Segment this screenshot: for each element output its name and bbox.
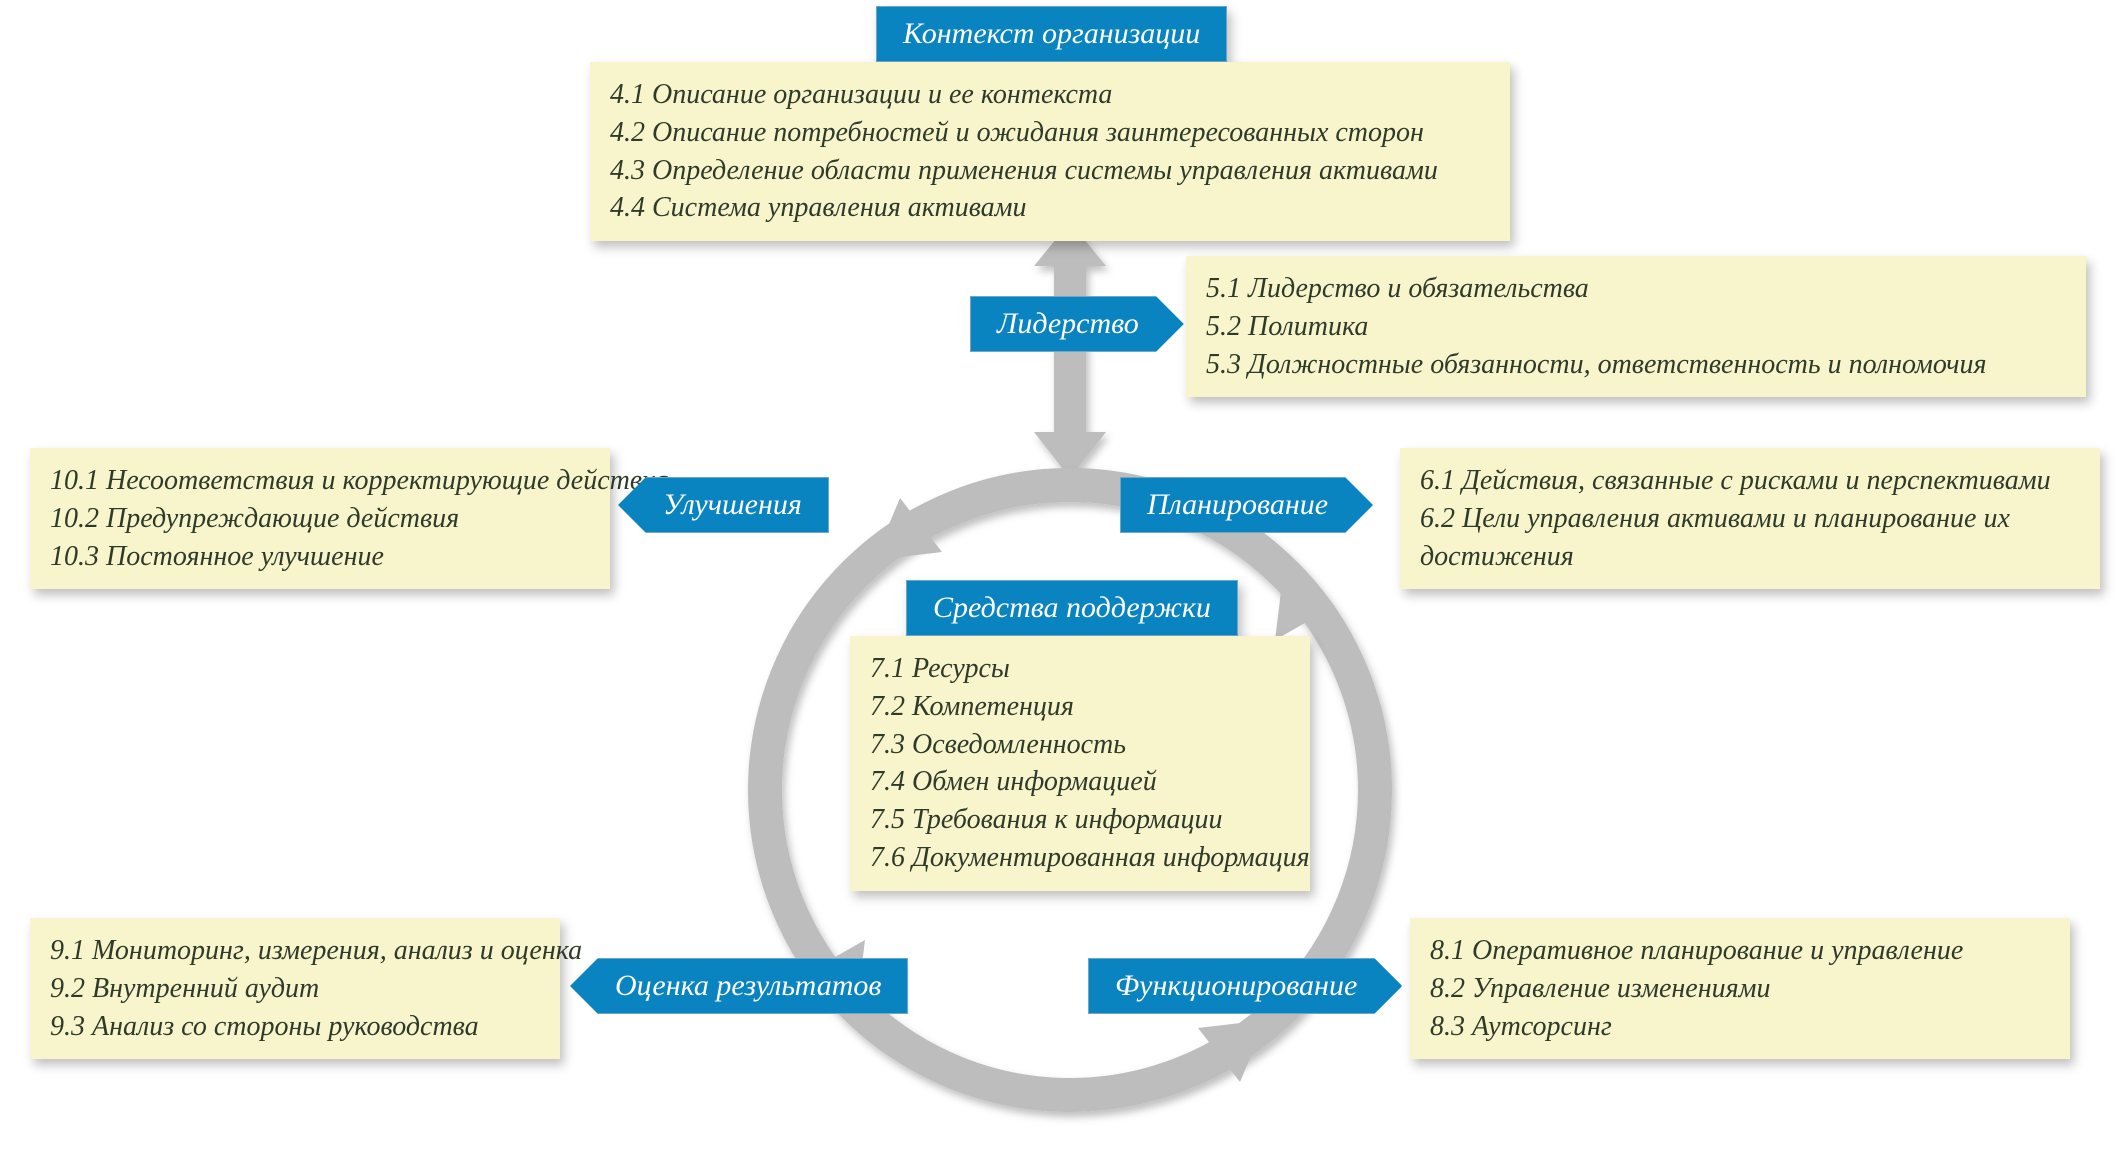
list-item: 7.5 Требования к информации bbox=[870, 801, 1290, 839]
list-item: 4.2 Описание потребностей и ожидания заи… bbox=[610, 114, 1490, 152]
tab-label: Лидерство bbox=[997, 307, 1139, 341]
tab-label: Оценка результатов bbox=[615, 969, 881, 1003]
list-item: 6.2 Цели управления активами и планирова… bbox=[1420, 500, 2080, 576]
list-item: 10.2 Предупреждающие действия bbox=[50, 500, 590, 538]
list-item: 4.3 Определение области применения систе… bbox=[610, 152, 1490, 190]
box-support: 7.1 Ресурсы 7.2 Компетенция 7.3 Осведомл… bbox=[850, 636, 1310, 891]
tab-evaluation: Оценка результатов bbox=[570, 958, 908, 1014]
box-planning: 6.1 Действия, связанные с рисками и перс… bbox=[1400, 448, 2100, 589]
tab-operation: Функционирование bbox=[1088, 958, 1402, 1014]
list-item: 7.4 Обмен информацией bbox=[870, 763, 1290, 801]
list-item: 8.3 Аутсорсинг bbox=[1430, 1008, 2050, 1046]
box-operation: 8.1 Оперативное планирование и управлени… bbox=[1410, 918, 2070, 1059]
list-item: 7.1 Ресурсы bbox=[870, 650, 1290, 688]
list-item: 5.1 Лидерство и обязательства bbox=[1206, 270, 2066, 308]
list-item: 8.2 Управление изменениями bbox=[1430, 970, 2050, 1008]
tab-label: Средства поддержки bbox=[933, 591, 1211, 625]
box-evaluation: 9.1 Мониторинг, измерения, анализ и оцен… bbox=[30, 918, 560, 1059]
box-leadership: 5.1 Лидерство и обязательства 5.2 Полити… bbox=[1186, 256, 2086, 397]
box-improvement: 10.1 Несоответствия и корректирующие дей… bbox=[30, 448, 610, 589]
list-item: 5.3 Должностные обязанности, ответственн… bbox=[1206, 346, 2066, 384]
list-item: 4.1 Описание организации и ее контекста bbox=[610, 76, 1490, 114]
diagram-canvas: { "layout": { "canvas_w": 2125, "canvas_… bbox=[0, 0, 2125, 1150]
list-item: 5.2 Политика bbox=[1206, 308, 2066, 346]
tab-label: Контекст организации bbox=[903, 17, 1200, 51]
tab-improvement: Улучшения bbox=[618, 477, 829, 533]
list-item: 7.6 Документированная информация bbox=[870, 839, 1290, 877]
tab-planning: Планирование bbox=[1120, 477, 1373, 533]
list-item: 9.3 Анализ со стороны руководства bbox=[50, 1008, 540, 1046]
tab-label: Улучшения bbox=[663, 488, 802, 522]
list-item: 8.1 Оперативное планирование и управлени… bbox=[1430, 932, 2050, 970]
tab-label: Планирование bbox=[1147, 488, 1328, 522]
tab-label: Функционирование bbox=[1115, 969, 1357, 1003]
list-item: 10.1 Несоответствия и корректирующие дей… bbox=[50, 462, 590, 500]
list-item: 9.1 Мониторинг, измерения, анализ и оцен… bbox=[50, 932, 540, 970]
list-item: 6.1 Действия, связанные с рисками и перс… bbox=[1420, 462, 2080, 500]
list-item: 4.4 Система управления активами bbox=[610, 189, 1490, 227]
box-context: 4.1 Описание организации и ее контекста … bbox=[590, 62, 1510, 241]
tab-context: Контекст организации bbox=[876, 6, 1227, 62]
list-item: 10.3 Постоянное улучшение bbox=[50, 538, 590, 576]
list-item: 7.3 Осведомленность bbox=[870, 726, 1290, 764]
tab-leadership: Лидерство bbox=[970, 296, 1184, 352]
list-item: 9.2 Внутренний аудит bbox=[50, 970, 540, 1008]
tab-support: Средства поддержки bbox=[906, 580, 1238, 636]
list-item: 7.2 Компетенция bbox=[870, 688, 1290, 726]
